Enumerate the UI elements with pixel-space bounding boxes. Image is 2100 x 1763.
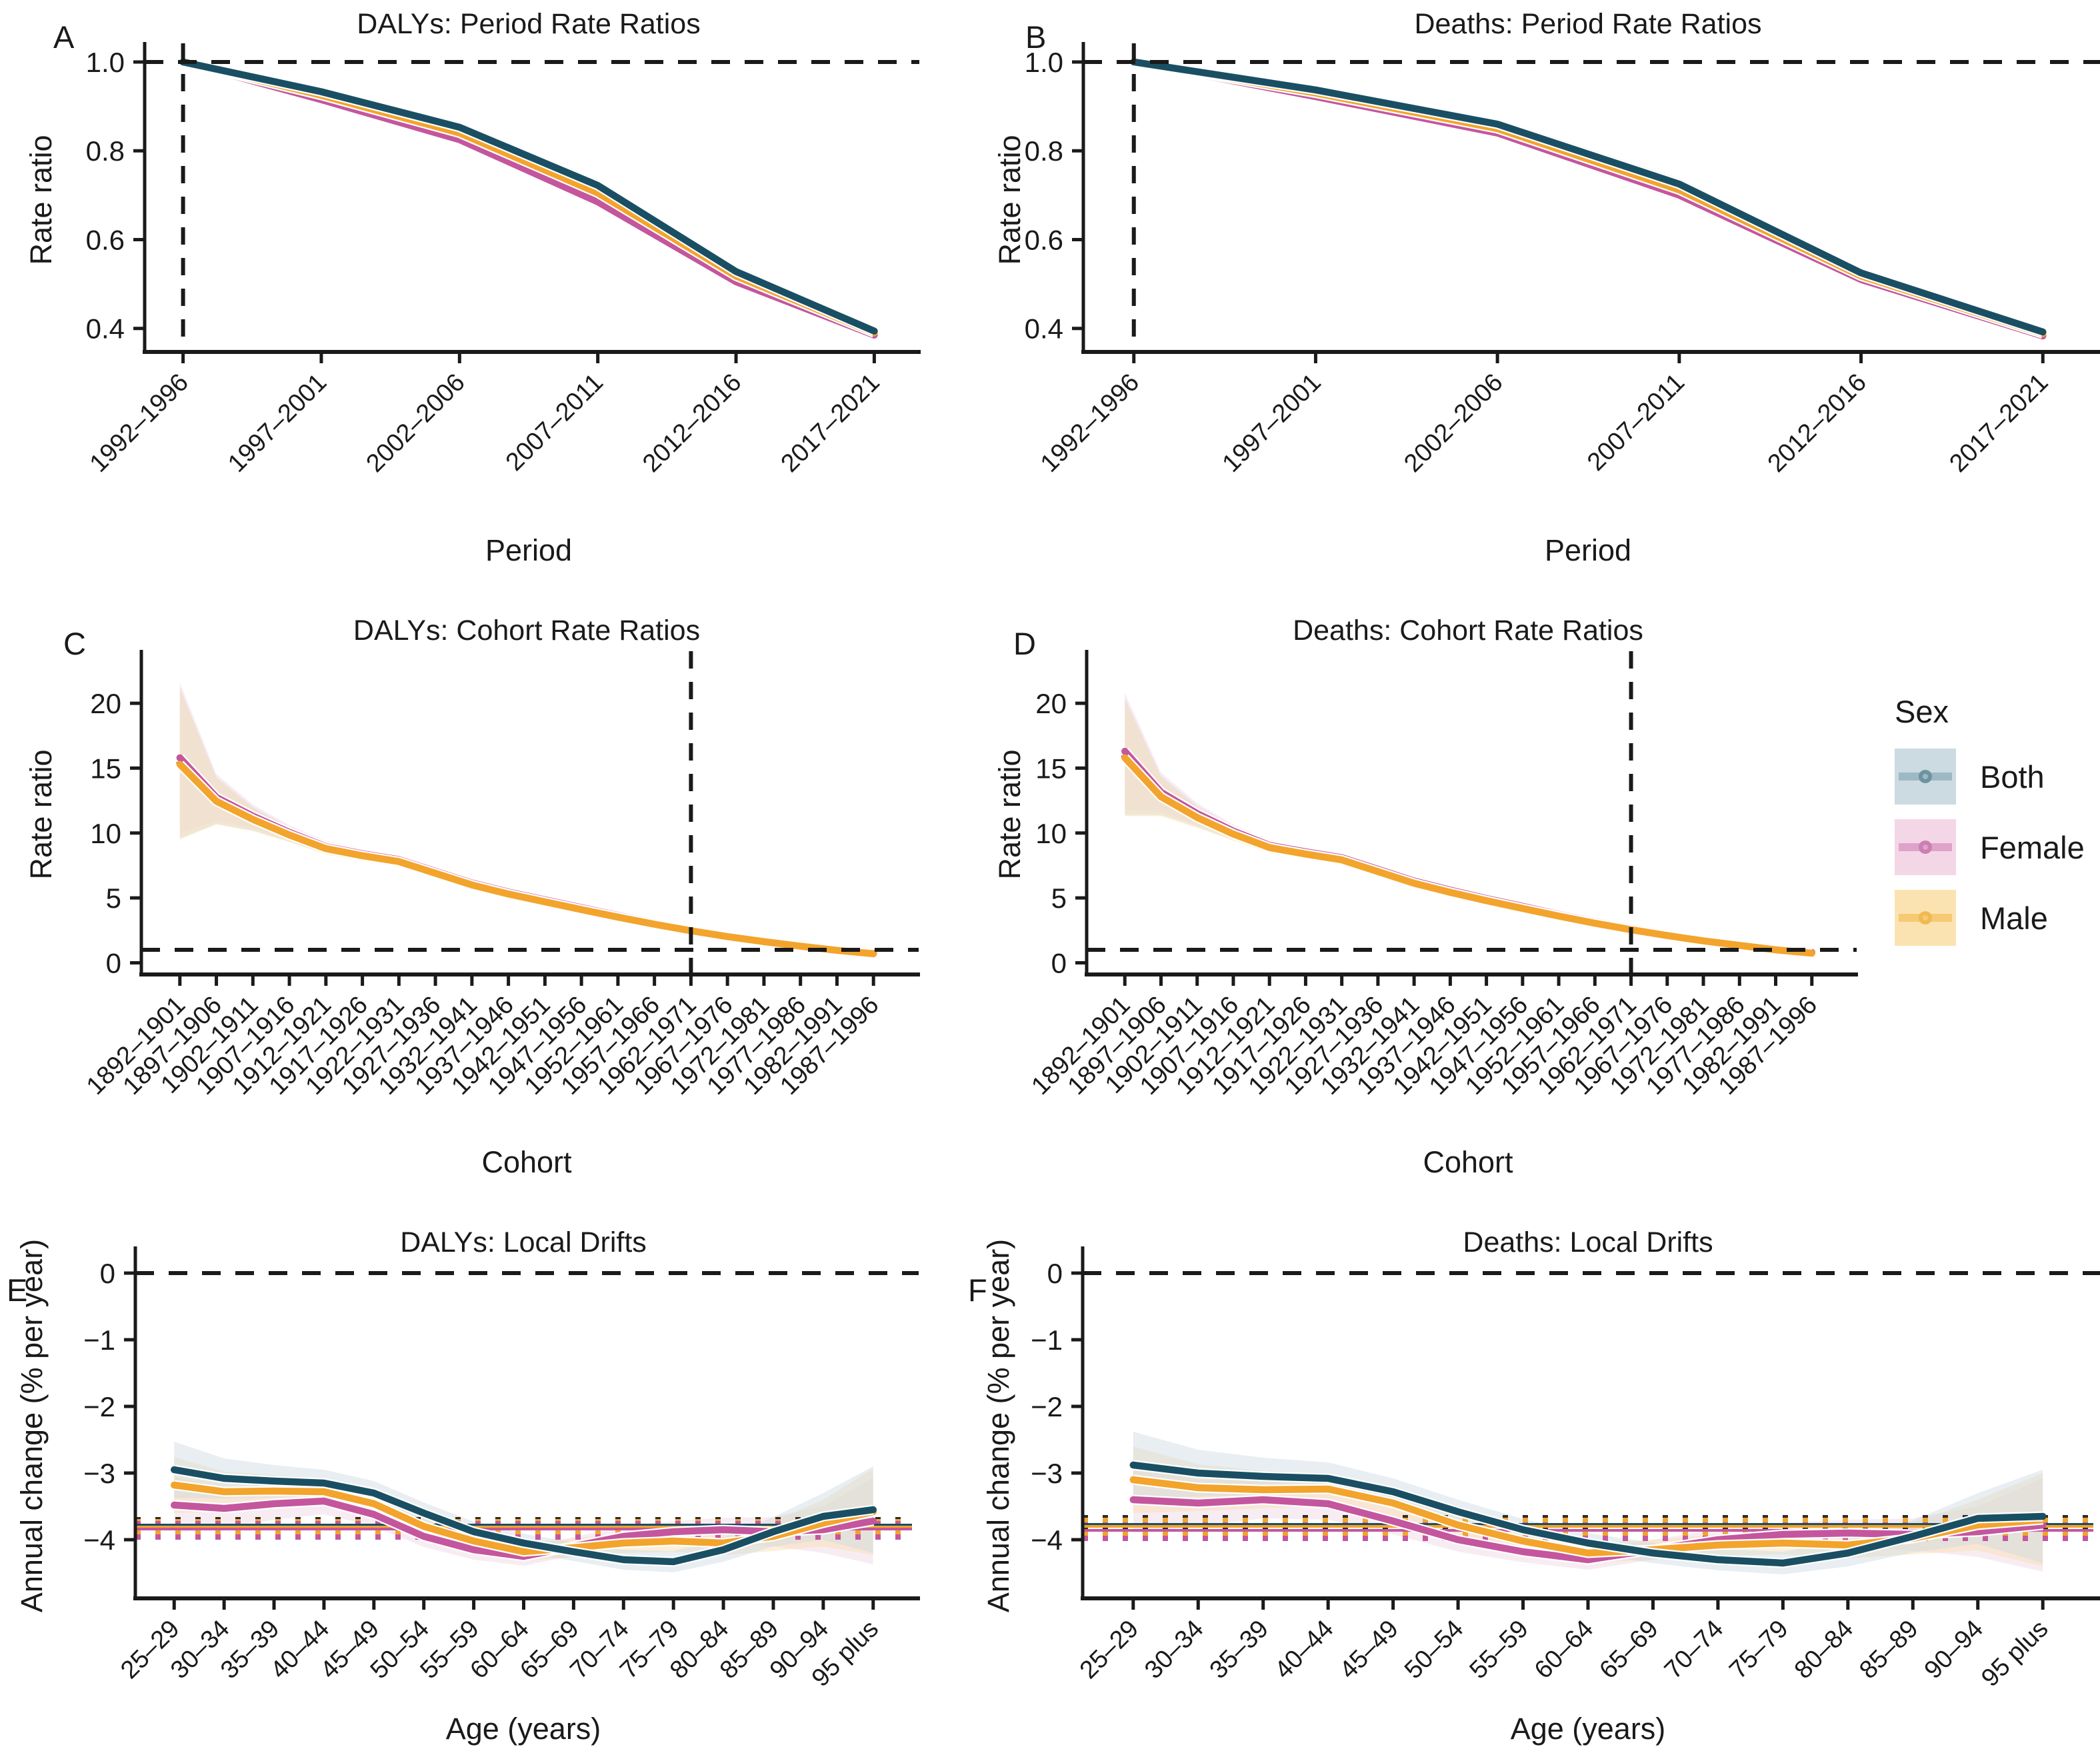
svg-text:0: 0 — [1051, 947, 1067, 978]
svg-text:2012–2016: 2012–2016 — [637, 369, 747, 478]
svg-text:50–54: 50–54 — [1399, 1615, 1469, 1684]
panel-a-chart: 0.4 0.6 0.8 1.0 1992–1996 1997–2001 2002–2006 2… — [85, 42, 921, 478]
svg-text:10: 10 — [1035, 818, 1067, 849]
panel-e-chart: 0−1−2−3−425–2930–3435–3940–4445–4950–545… — [83, 1246, 920, 1692]
panel-b-xlabel: Period — [1544, 533, 1632, 567]
legend-item-male: Male — [1895, 886, 2085, 950]
svg-text:−2: −2 — [83, 1391, 115, 1422]
panel-d-letter: D — [1013, 626, 1036, 661]
svg-text:0.6: 0.6 — [86, 224, 125, 255]
svg-text:0: 0 — [100, 1258, 115, 1289]
svg-text:75–79: 75–79 — [1724, 1615, 1793, 1684]
svg-text:−3: −3 — [83, 1458, 115, 1489]
panel-c-chart: 051015201892–19011897–19061902–19111907–… — [81, 650, 920, 1100]
panel-f-title: Deaths: Local Drifts — [1463, 1226, 1713, 1258]
panel-e-title: DALYs: Local Drifts — [400, 1226, 647, 1258]
svg-text:0.8: 0.8 — [86, 135, 125, 167]
svg-text:2017–2021: 2017–2021 — [776, 369, 885, 478]
svg-text:80–84: 80–84 — [1789, 1615, 1859, 1684]
legend-title: Sex — [1895, 694, 1949, 729]
svg-text:0: 0 — [1047, 1258, 1063, 1289]
panel-b-chart: 0.4 0.6 0.8 1.0 1992–1996 1997–2001 2002–2006 2… — [1025, 42, 2100, 478]
svg-text:2012–2016: 2012–2016 — [1763, 369, 1872, 478]
svg-text:0: 0 — [106, 947, 121, 978]
legend-item-female: Female — [1895, 815, 2085, 879]
svg-text:15: 15 — [90, 753, 121, 784]
legend-swatch-female-icon — [1895, 819, 1956, 875]
panel-c-title: DALYs: Cohort Rate Ratios — [353, 615, 701, 647]
legend-label-male: Male — [1980, 900, 2048, 936]
panel-d-ylabel: Rate ratio — [993, 749, 1027, 880]
svg-text:1997–2001: 1997–2001 — [1217, 369, 1327, 478]
panel-c-letter: C — [63, 626, 86, 661]
legend-swatch-both-icon — [1895, 749, 1956, 805]
svg-text:2002–2006: 2002–2006 — [361, 369, 470, 478]
svg-text:65–69: 65–69 — [1594, 1615, 1663, 1684]
svg-text:−3: −3 — [1031, 1458, 1063, 1489]
svg-text:95 plus: 95 plus — [1976, 1615, 2053, 1692]
panel-f-xlabel: Age (years) — [1510, 1712, 1666, 1746]
svg-text:70–74: 70–74 — [1659, 1615, 1729, 1684]
panel-b-letter: B — [1025, 19, 1047, 55]
svg-text:1.0: 1.0 — [1025, 47, 1063, 78]
svg-text:15: 15 — [1035, 753, 1067, 784]
svg-text:40–44: 40–44 — [1269, 1615, 1339, 1684]
svg-text:1992–1996: 1992–1996 — [1035, 369, 1145, 478]
svg-text:0.8: 0.8 — [1025, 135, 1063, 167]
svg-text:10: 10 — [90, 818, 121, 849]
panel-a-title: DALYs: Period Rate Ratios — [357, 8, 701, 40]
svg-text:60–64: 60–64 — [1529, 1615, 1599, 1684]
svg-text:1997–2001: 1997–2001 — [223, 369, 332, 478]
svg-text:2002–2006: 2002–2006 — [1399, 369, 1508, 478]
svg-text:2007–2011: 2007–2011 — [1582, 369, 1690, 477]
svg-text:1.0: 1.0 — [86, 47, 125, 78]
panel-f-letter: F — [968, 1272, 987, 1308]
svg-text:1992–1996: 1992–1996 — [85, 369, 194, 478]
panel-e-letter: E — [7, 1272, 28, 1308]
legend-item-both: Both — [1895, 745, 2085, 809]
svg-text:−4: −4 — [1031, 1524, 1063, 1556]
panel-d-xlabel: Cohort — [1423, 1145, 1513, 1179]
svg-text:85–89: 85–89 — [1854, 1615, 1923, 1684]
panel-f-ylabel: Annual change (% per year) — [981, 1238, 1015, 1613]
svg-text:−1: −1 — [83, 1324, 115, 1356]
panel-f-chart: 0 −1 −2 −3 −4 25–2930–3435–3940–4445–4950–545… — [1031, 1246, 2100, 1692]
svg-text:30–34: 30–34 — [1139, 1615, 1209, 1684]
panel-e-ylabel: Annual change (% per year) — [15, 1238, 49, 1613]
panel-c-ylabel: Rate ratio — [24, 749, 58, 880]
svg-text:5: 5 — [1051, 882, 1067, 914]
svg-text:−1: −1 — [1031, 1324, 1063, 1356]
legend-sex: Sex Both Female Male — [1895, 693, 2085, 956]
svg-text:0.4: 0.4 — [1025, 313, 1063, 345]
svg-text:0.6: 0.6 — [1025, 224, 1063, 255]
svg-text:5: 5 — [106, 882, 121, 914]
panel-c-xlabel: Cohort — [481, 1145, 572, 1179]
svg-text:45–49: 45–49 — [1335, 1615, 1404, 1684]
svg-text:20: 20 — [1035, 688, 1067, 719]
panel-d-chart: 051015201892–19011897–19061902–19111907–… — [1026, 650, 1858, 1100]
svg-text:35–39: 35–39 — [1205, 1615, 1274, 1684]
panel-a-ylabel: Rate ratio — [24, 135, 58, 265]
svg-text:2017–2021: 2017–2021 — [1944, 369, 2053, 478]
svg-text:−2: −2 — [1031, 1391, 1063, 1422]
legend-swatch-male-icon — [1895, 890, 1956, 946]
svg-text:20: 20 — [90, 688, 121, 719]
svg-text:25–29: 25–29 — [1075, 1615, 1144, 1684]
svg-text:0.4: 0.4 — [86, 313, 125, 345]
svg-text:−4: −4 — [83, 1524, 115, 1556]
panel-d-title: Deaths: Cohort Rate Ratios — [1293, 615, 1643, 647]
panel-a-xlabel: Period — [485, 533, 573, 567]
legend-label-female: Female — [1980, 829, 2085, 865]
legend-label-both: Both — [1980, 759, 2045, 795]
panel-a-letter: A — [53, 19, 75, 55]
panel-b-title: Deaths: Period Rate Ratios — [1414, 8, 1762, 40]
svg-text:2007–2011: 2007–2011 — [501, 369, 609, 477]
panel-b-ylabel: Rate ratio — [993, 135, 1027, 265]
svg-text:55–59: 55–59 — [1464, 1615, 1533, 1684]
panel-e-xlabel: Age (years) — [445, 1712, 601, 1746]
